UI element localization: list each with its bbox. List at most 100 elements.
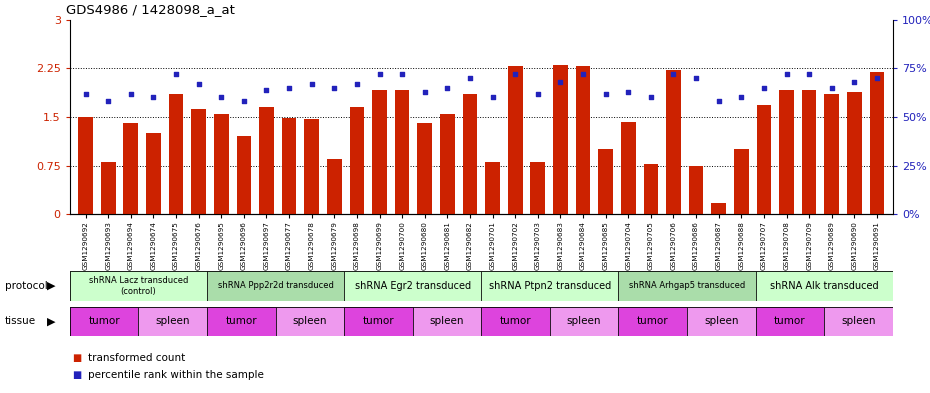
Text: shRNA Ptpn2 transduced: shRNA Ptpn2 transduced (489, 281, 611, 291)
Bar (124, 123, 139, 214)
Bar (139, 307, 206, 336)
Text: protocol: protocol (5, 281, 47, 291)
Point (688, 75, 703, 81)
Bar (206, 307, 275, 336)
Point (870, 75, 884, 81)
Bar (621, 122, 635, 214)
Text: tumor: tumor (88, 316, 120, 326)
Point (146, 94, 161, 101)
Point (598, 90, 613, 97)
Bar (755, 271, 893, 301)
Bar (666, 70, 681, 214)
Bar (576, 66, 591, 214)
Point (350, 81, 365, 87)
Bar (395, 90, 409, 214)
Text: shRNA Lacz transduced
(control): shRNA Lacz transduced (control) (88, 276, 188, 296)
Point (711, 98, 726, 105)
Point (304, 81, 319, 87)
Bar (779, 90, 794, 214)
Point (847, 79, 862, 85)
Point (236, 98, 251, 105)
Point (192, 81, 206, 87)
Bar (282, 118, 297, 214)
Point (440, 84, 455, 91)
Bar (100, 162, 115, 214)
Bar (689, 165, 703, 214)
Point (779, 71, 794, 77)
Bar (440, 114, 455, 214)
Bar (508, 66, 523, 214)
Bar (550, 307, 618, 336)
Bar (413, 307, 481, 336)
Bar (350, 107, 365, 214)
Point (621, 88, 636, 95)
Point (666, 71, 681, 77)
Text: shRNA Arhgap5 transduced: shRNA Arhgap5 transduced (629, 281, 745, 290)
Text: ▶: ▶ (46, 316, 56, 326)
Bar (214, 114, 229, 214)
Text: shRNA Egr2 transduced: shRNA Egr2 transduced (354, 281, 471, 291)
Text: spleen: spleen (704, 316, 738, 326)
Bar (644, 163, 658, 214)
Bar (687, 307, 755, 336)
Bar (78, 117, 93, 214)
Point (418, 88, 432, 95)
Point (282, 84, 297, 91)
Text: tumor: tumor (774, 316, 805, 326)
Text: spleen: spleen (842, 316, 876, 326)
Point (734, 94, 749, 101)
Text: percentile rank within the sample: percentile rank within the sample (88, 370, 264, 380)
Bar (275, 307, 344, 336)
Text: shRNA Ppp2r2d transduced: shRNA Ppp2r2d transduced (218, 281, 334, 290)
Text: transformed count: transformed count (88, 353, 186, 363)
Point (124, 90, 139, 97)
Bar (418, 123, 432, 214)
Bar (598, 149, 613, 214)
Bar (344, 271, 482, 301)
Bar (824, 94, 839, 214)
Text: GDS4986 / 1428098_a_at: GDS4986 / 1428098_a_at (66, 3, 234, 16)
Bar (482, 307, 550, 336)
Bar (70, 307, 139, 336)
Text: spleen: spleen (293, 316, 327, 326)
Text: spleen: spleen (567, 316, 602, 326)
Bar (618, 307, 687, 336)
Point (553, 79, 568, 85)
Text: tumor: tumor (363, 316, 394, 326)
Bar (553, 65, 567, 214)
Bar (206, 271, 344, 301)
Bar (146, 133, 161, 214)
Bar (755, 307, 824, 336)
Point (326, 84, 341, 91)
Point (168, 71, 183, 77)
Point (485, 94, 500, 101)
Text: tissue: tissue (5, 316, 35, 326)
Bar (530, 162, 545, 214)
Bar (734, 149, 749, 214)
Bar (70, 271, 206, 301)
Point (576, 71, 591, 77)
Point (644, 94, 658, 101)
Point (394, 71, 409, 77)
Text: ■: ■ (73, 370, 82, 380)
Point (756, 84, 771, 91)
Bar (192, 109, 206, 214)
Bar (870, 72, 884, 214)
Bar (236, 136, 251, 214)
Text: ▶: ▶ (46, 281, 56, 291)
Bar (618, 271, 755, 301)
Bar (259, 107, 273, 214)
Bar (847, 92, 862, 214)
Bar (344, 307, 413, 336)
Point (824, 84, 839, 91)
Text: shRNA Alk transduced: shRNA Alk transduced (770, 281, 879, 291)
Point (100, 98, 115, 105)
Point (372, 71, 387, 77)
Bar (304, 119, 319, 214)
Text: tumor: tumor (499, 316, 531, 326)
Point (78, 90, 93, 97)
Bar (757, 105, 771, 214)
Text: tumor: tumor (225, 316, 257, 326)
Text: spleen: spleen (430, 316, 464, 326)
Bar (482, 271, 618, 301)
